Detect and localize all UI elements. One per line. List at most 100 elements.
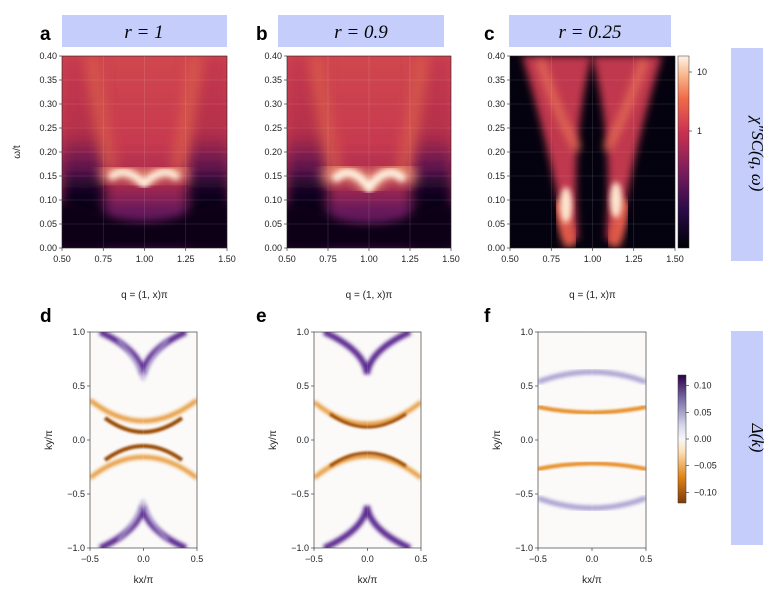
x-tick-label: 0.5 [415,554,428,564]
y-tick-label: 0.5 [72,381,85,391]
x-tick-label: 1.00 [360,254,378,264]
x-tick-label: 1.25 [177,254,195,264]
heatmap-e [314,332,421,548]
y-tick-label: 0.30 [487,99,505,109]
panel-letter-d: d [40,306,52,327]
panel-letter-b: b [256,24,268,45]
y-tick-label: 0.5 [520,381,533,391]
x-tick-label: 1.50 [442,254,460,264]
y-tick-label: 0.10 [264,195,282,205]
x-axis-label-e: kx/π [358,575,378,586]
x-tick-label: 1.50 [218,254,236,264]
heatmap-d [90,332,197,548]
y-tick-label: 0.05 [487,219,505,229]
side-box-bottom: Δ(k) [731,331,767,545]
x-tick-label: 0.75 [542,254,560,264]
x-tick-label: −0.5 [529,554,547,564]
x-tick-label: 0.50 [278,254,296,264]
y-tick-label: 0.5 [296,381,309,391]
y-tick-label: 0.40 [39,51,57,61]
x-tick-label: 1.25 [401,254,419,264]
y-tick-label: 0.25 [39,123,57,133]
panel-letter-c: c [484,24,495,45]
colorbar-top-tick-label: 1 [697,126,702,136]
panel-letter-a: a [40,24,51,45]
x-tick-label: 0.75 [94,254,112,264]
x-axis-label-c: q = (1, x)π [569,290,616,301]
x-axis-label-d: kx/π [134,575,154,586]
colorbar-bottom-tick-label: 0.10 [694,381,712,391]
side-box-top: χ″SC(q, ω) [731,48,767,261]
y-tick-label: 1.0 [520,327,533,337]
x-tick-label: 1.00 [136,254,154,264]
x-tick-label: 0.75 [319,254,337,264]
y-tick-label: 0.35 [487,75,505,85]
x-axis-label-b: q = (1, x)π [346,290,393,301]
x-tick-label: 0.0 [137,554,150,564]
y-tick-label: 0.15 [264,171,282,181]
y-axis-label-d: ky/π [44,430,55,450]
y-tick-label: −1.0 [515,543,533,553]
y-tick-label: −1.0 [291,543,309,553]
colorbar-bottom-tick-label: −0.10 [694,487,717,497]
colorbar-bottom-tick-label: 0.00 [694,434,712,444]
y-axis-label-e: ky/π [268,430,279,450]
title-box-a: r = 1 [62,15,227,47]
colorbar-bottom-label: Δ(k) [748,423,767,453]
title-a: r = 1 [124,22,163,43]
x-tick-label: 0.5 [191,554,204,564]
y-tick-label: 0.0 [296,435,309,445]
y-tick-label: −0.5 [291,489,309,499]
title-box-c: r = 0.25 [509,15,671,47]
y-tick-label: 0.10 [487,195,505,205]
panel-letter-f: f [484,306,491,327]
y-tick-label: 0.40 [264,51,282,61]
y-tick-label: 0.05 [264,219,282,229]
y-tick-label: 0.25 [487,123,505,133]
y-tick-label: 0.30 [39,99,57,109]
y-tick-label: 0.00 [264,243,282,253]
y-tick-label: 0.05 [39,219,57,229]
y-tick-label: 0.40 [487,51,505,61]
colorbar-top-label: χ″SC(q, ω) [748,115,767,192]
y-tick-label: 0.30 [264,99,282,109]
x-tick-label: −0.5 [305,554,323,564]
colorbar-bottom [677,374,687,504]
y-tick-label: 0.15 [39,171,57,181]
x-tick-label: 1.25 [625,254,643,264]
colorbar-bottom-tick-label: −0.05 [694,461,717,471]
x-tick-label: 0.0 [361,554,374,564]
title-c: r = 0.25 [559,22,622,43]
y-tick-label: −0.5 [67,489,85,499]
y-axis-label-f: ky/π [492,430,503,450]
colorbar-top [677,55,690,249]
title-box-b: r = 0.9 [278,15,444,47]
y-tick-label: 0.10 [39,195,57,205]
x-tick-label: −0.5 [81,554,99,564]
y-tick-label: 0.00 [487,243,505,253]
x-tick-label: 0.5 [640,554,653,564]
y-tick-label: 0.0 [72,435,85,445]
title-b: r = 0.9 [334,22,388,43]
colorbar-top-tick-label: 10 [697,67,707,77]
y-tick-label: 0.00 [39,243,57,253]
y-tick-label: 0.15 [487,171,505,181]
y-tick-label: 0.35 [39,75,57,85]
heatmap-c [510,56,675,248]
colorbar-bottom-tick-label: 0.05 [694,407,712,417]
heatmap-a [62,56,227,248]
x-axis-label-f: kx/π [582,575,602,586]
y-axis-label-a: ω/t [12,145,23,159]
panel-letter-e: e [256,306,267,327]
x-tick-label: 0.0 [586,554,599,564]
y-tick-label: −0.5 [515,489,533,499]
y-tick-label: 0.20 [264,147,282,157]
x-axis-label-a: q = (1, x)π [121,290,168,301]
y-tick-label: 0.0 [520,435,533,445]
heatmap-b [287,56,451,248]
y-tick-label: 0.20 [487,147,505,157]
y-tick-label: −1.0 [67,543,85,553]
x-tick-label: 1.50 [666,254,684,264]
